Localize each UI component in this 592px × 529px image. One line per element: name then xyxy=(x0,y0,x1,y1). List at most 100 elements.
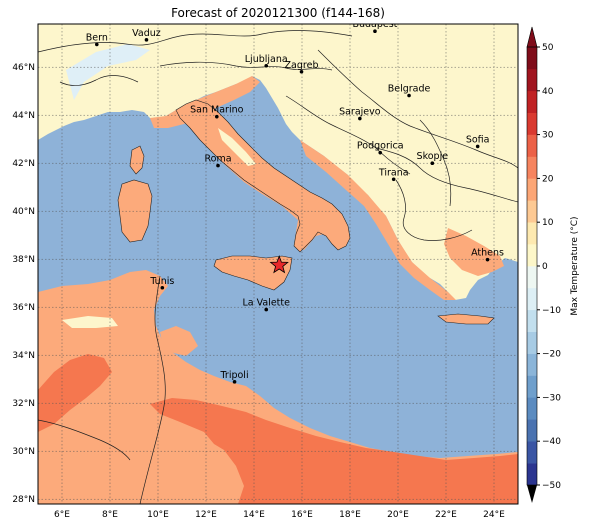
sicily-coastline xyxy=(213,255,293,291)
colorbar-label: Max Temperature (°C) xyxy=(570,216,580,315)
lat-tick-label: 44°N xyxy=(12,111,35,121)
city-dot xyxy=(430,161,435,165)
cool-temp-zone-apennines xyxy=(218,128,256,166)
city-label: Athens xyxy=(471,248,504,259)
coastlines xyxy=(117,99,495,325)
city-dot xyxy=(475,144,480,149)
land-corsica xyxy=(130,146,144,174)
lat-tick-label: 36°N xyxy=(12,303,35,313)
mild-temp-zone-sardinia xyxy=(124,192,146,236)
colorbar-tick-label: 10 xyxy=(542,218,554,228)
colorbar-segment xyxy=(527,90,537,113)
colorbar-tick-label: −40 xyxy=(542,437,561,447)
sardinia-coastline xyxy=(117,179,153,243)
city-label: Bern xyxy=(86,32,108,43)
colorbar-tick-label: −10 xyxy=(542,306,561,316)
warm-temp-zone-central xyxy=(160,326,198,356)
city-dot xyxy=(264,307,269,312)
cool-temp-zone-tunisia xyxy=(62,316,118,328)
city-dot xyxy=(485,257,490,262)
city-dot xyxy=(378,150,383,155)
land-crete xyxy=(438,314,494,324)
lat-tick-label: 38°N xyxy=(12,255,35,265)
colorbar-segment xyxy=(527,200,537,223)
colorbar-tick-label: −50 xyxy=(542,481,561,491)
lon-tick-label: 10°E xyxy=(147,510,169,520)
colorbar-segment xyxy=(527,156,537,179)
map-title: Forecast of 2020121300 (f144-168) xyxy=(171,6,385,20)
city-dot xyxy=(95,42,99,47)
city-label: Roma xyxy=(204,154,231,165)
colorbar-segment xyxy=(527,353,537,376)
lon-tick-label: 12°E xyxy=(195,510,217,520)
city-label: Ljubljana xyxy=(245,54,288,65)
map-graticule xyxy=(38,24,518,504)
lat-tick-label: 46°N xyxy=(12,63,35,73)
colorbar-tick-labels: 50 40 30 20 10 0 −10 −20 −30 −40 −50 xyxy=(537,43,561,491)
city-label: Sofia xyxy=(466,134,490,145)
mild-temp-zone-balkan-coast xyxy=(300,140,456,300)
lon-tick-label: 18°E xyxy=(339,510,361,520)
colorbar-segment xyxy=(527,134,537,157)
colorbar-segment xyxy=(527,287,537,311)
cold-temp-zone-alps xyxy=(66,44,150,100)
city-label: Tirana xyxy=(378,167,409,178)
colorbar-segment xyxy=(527,375,537,398)
lat-tick-label: 30°N xyxy=(12,447,35,457)
city-label: Zagreb xyxy=(285,60,319,71)
colorbar-segment xyxy=(527,419,537,442)
colorbar-tick-label: −20 xyxy=(542,350,561,360)
mild-temp-zone-italy xyxy=(176,110,348,250)
corsica-coastline xyxy=(129,145,145,175)
city-label: Podgorica xyxy=(357,141,404,152)
colorbar-segment xyxy=(527,68,537,92)
lon-tick-label: 16°E xyxy=(291,510,313,520)
city-label: Tripoli xyxy=(220,370,249,381)
city-dot xyxy=(391,177,396,182)
colorbar-segment xyxy=(527,244,537,267)
city-dot xyxy=(407,93,411,98)
lon-tick-label: 24°E xyxy=(483,510,505,520)
city-label: Belgrade xyxy=(388,84,431,95)
colorbar-tick-label: 30 xyxy=(542,131,554,141)
city-dot xyxy=(299,69,304,74)
colorbar-tick-label: 40 xyxy=(542,87,554,97)
city-dot xyxy=(215,114,219,119)
colorbar-segment xyxy=(527,441,537,464)
colorbar-segment xyxy=(527,266,537,289)
city-dot xyxy=(144,38,149,42)
mild-temp-zone-greece xyxy=(444,228,504,276)
colorbar-segment xyxy=(527,397,537,420)
colorbar xyxy=(526,26,538,503)
latitude-tick-labels: 46°N 44°N 42°N 40°N 38°N 36°N 34°N 32°N 30°N 28°N xyxy=(12,63,35,505)
colorbar-tick-label: 20 xyxy=(542,174,554,184)
city-label: Budapest xyxy=(352,19,397,30)
star-marker xyxy=(269,255,289,274)
lon-tick-label: 20°E xyxy=(387,510,409,520)
lat-tick-label: 40°N xyxy=(12,207,35,217)
lat-tick-label: 28°N xyxy=(12,495,35,505)
city-dot xyxy=(216,163,220,168)
colorbar-segment xyxy=(527,178,537,201)
city-label: Tunis xyxy=(149,276,174,287)
colorbar-segment xyxy=(527,463,537,486)
colorbar-tick-label: 50 xyxy=(542,43,554,53)
city-label: Vaduz xyxy=(132,28,161,39)
city-label: San Marino xyxy=(190,105,243,116)
lon-tick-label: 14°E xyxy=(243,510,265,520)
city-dot xyxy=(358,116,362,121)
warm-temp-zone-libya xyxy=(150,398,518,504)
colorbar-segment xyxy=(527,222,537,245)
colorbar-tick-label: 0 xyxy=(542,262,548,272)
colorbar-tick-label: −30 xyxy=(542,393,561,403)
colorbar-segment xyxy=(527,309,537,332)
city-label: Sarajevo xyxy=(339,107,381,118)
lon-tick-label: 8°E xyxy=(102,510,118,520)
country-borders xyxy=(38,30,518,504)
lat-tick-label: 32°N xyxy=(12,399,35,409)
city-dot xyxy=(264,63,269,68)
city-dot xyxy=(232,380,237,384)
